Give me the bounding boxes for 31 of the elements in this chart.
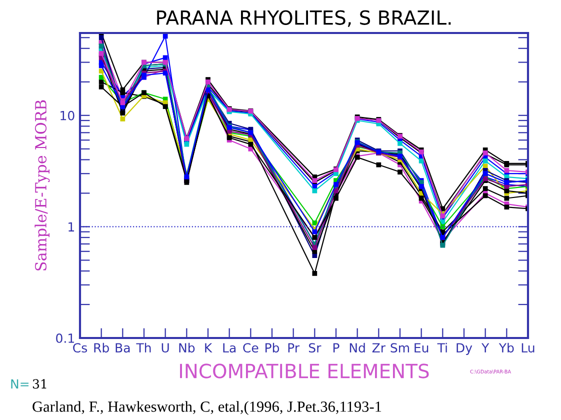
x-tick-label: La bbox=[223, 343, 236, 353]
y-tick-label: 1 bbox=[68, 222, 74, 232]
x-tick-label: Zr bbox=[372, 343, 386, 352]
x-tick-label: Pb bbox=[265, 342, 280, 353]
x-axis-title: INCOMPATIBLE ELEMENTS bbox=[180, 364, 429, 378]
x-tick-label: Rb bbox=[94, 342, 109, 353]
x-tick-label: Th bbox=[136, 342, 151, 352]
x-tick-label: Y bbox=[481, 343, 490, 352]
y-tick-label: 10 bbox=[60, 110, 74, 120]
x-tick-label: Dy bbox=[456, 343, 472, 355]
text: N= bbox=[11, 379, 28, 388]
text: Garland, F., Hawkesworth, C, etal,(1996, J.Pet.36,1193-1 bbox=[32, 401, 382, 415]
x-tick-label: Lu bbox=[522, 343, 534, 353]
x-tick-label: Ti bbox=[437, 342, 447, 352]
x-tick-label: Yb bbox=[498, 342, 514, 353]
y-axis-title: Sample/E-Type MORB bbox=[34, 100, 50, 270]
x-tick-label: Ba bbox=[116, 343, 130, 353]
x-tick-label: Sm bbox=[390, 343, 409, 353]
text: 31 bbox=[32, 379, 46, 389]
chart-title: PARANA RHYOLITES, S BRAZIL. bbox=[157, 10, 451, 27]
x-tick-label: Nb bbox=[179, 342, 195, 353]
x-tick-label: Eu bbox=[414, 343, 428, 353]
y-tick-label: 0.1 bbox=[56, 333, 74, 343]
x-tick-label: P bbox=[333, 343, 340, 352]
x-tick-label: Cs bbox=[73, 343, 88, 353]
x-tick-label: U bbox=[162, 343, 169, 353]
x-tick-label: Nd bbox=[350, 342, 365, 353]
x-tick-label: K bbox=[205, 343, 212, 352]
x-tick-label: Pr bbox=[288, 343, 300, 352]
x-tick-label: Sr bbox=[308, 343, 322, 353]
x-tick-label: Ce bbox=[243, 343, 258, 353]
